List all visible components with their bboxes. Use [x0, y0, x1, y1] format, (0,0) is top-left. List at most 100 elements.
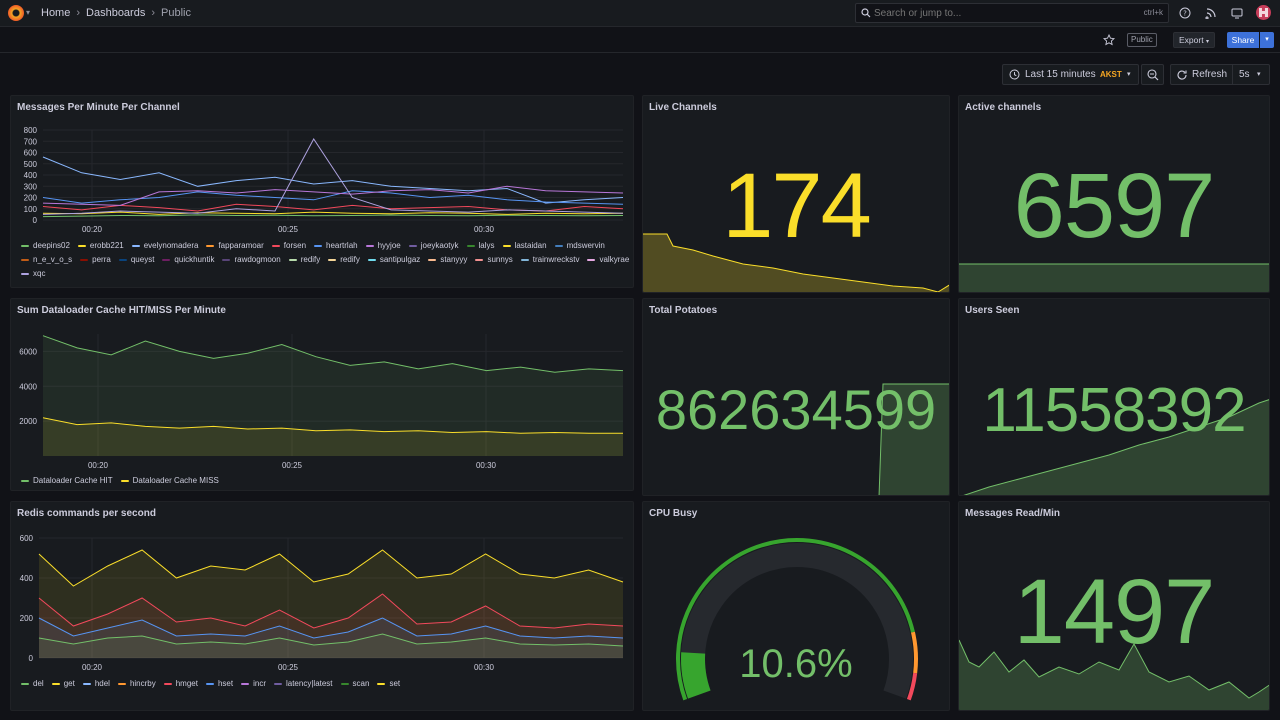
help-icon[interactable]: ?	[1179, 7, 1191, 19]
panel-title: Messages Read/Min	[965, 508, 1061, 519]
export-button[interactable]: Export ▾	[1173, 32, 1215, 48]
refresh-button[interactable]: Refresh	[1192, 69, 1228, 80]
legend-item[interactable]: joeykaotyk	[408, 241, 459, 250]
public-badge: Public	[1127, 33, 1157, 47]
y-tick-label: 200	[20, 614, 34, 623]
legend-swatch	[118, 258, 127, 261]
legend-swatch	[466, 244, 475, 247]
gauge-threshold-green	[676, 538, 915, 701]
panel-users-seen[interactable]: Users Seen 11558392	[958, 298, 1270, 496]
legend-item[interactable]: xqc	[21, 269, 45, 278]
x-tick-label: 00:20	[82, 663, 103, 672]
legend-label: valkyrae	[599, 255, 630, 264]
refresh-interval[interactable]: 5s	[1239, 69, 1250, 80]
legend-item[interactable]: heartrlah	[314, 241, 358, 250]
legend-item[interactable]: forsen	[271, 241, 307, 250]
chart-legend: Dataloader Cache HIT Dataloader Cache MIS…	[21, 476, 631, 485]
legend-item[interactable]: redify	[328, 255, 360, 264]
series-line	[38, 633, 624, 647]
x-tick-label: 00:30	[474, 663, 495, 672]
search-input[interactable]	[874, 6, 1114, 20]
legend-item[interactable]: stanyyy	[428, 255, 467, 264]
legend-item[interactable]: Dataloader Cache MISS	[120, 476, 219, 485]
legend-item[interactable]: quickhuntik	[162, 255, 214, 264]
panel-title: Live Channels	[649, 102, 717, 113]
legend-item[interactable]: hincrby	[117, 679, 156, 688]
legend-item[interactable]: santipulgaz	[367, 255, 420, 264]
panel-dataloader-cache[interactable]: Sum Dataloader Cache HIT/MISS Per Minute…	[10, 298, 634, 491]
legend-item[interactable]: queyst	[118, 255, 154, 264]
legend-item[interactable]: get	[51, 679, 75, 688]
user-avatar[interactable]	[1256, 5, 1271, 20]
legend-item[interactable]: lalys	[466, 241, 495, 250]
legend-item[interactable]: perra	[80, 255, 111, 264]
legend-swatch	[502, 244, 511, 247]
legend-label: stanyyy	[440, 255, 468, 264]
legend-item[interactable]: valkyrae	[587, 255, 629, 264]
search-icon	[861, 8, 871, 18]
legend-item[interactable]: del	[21, 679, 44, 688]
news-feed-icon[interactable]	[1205, 7, 1217, 19]
star-icon[interactable]	[1103, 34, 1115, 46]
panel-redis-commands[interactable]: Redis commands per second 0 200 400 600 00:2…	[10, 501, 634, 711]
legend-item[interactable]: hyyjoe	[365, 241, 401, 250]
legend-item[interactable]: hdel	[82, 679, 110, 688]
panel-messages-per-minute[interactable]: Messages Per Minute Per Channel 0 100 200 3…	[10, 95, 634, 288]
legend-swatch	[587, 258, 596, 261]
series-line	[42, 203, 624, 212]
legend-item[interactable]: deepins02	[21, 241, 70, 250]
breadcrumb-dashboards[interactable]: Dashboards	[86, 7, 146, 19]
series-line	[38, 549, 624, 587]
share-dropdown-button[interactable]: ▾	[1260, 32, 1274, 48]
gauge-threshold-red	[906, 672, 918, 701]
sparkline	[959, 639, 1269, 710]
legend-item[interactable]: Dataloader Cache HIT	[21, 476, 113, 485]
zoom-out-button[interactable]	[1141, 64, 1164, 85]
sparkline-area	[959, 640, 1269, 710]
tv-mode-icon[interactable]	[1231, 7, 1243, 19]
legend-item[interactable]: hmget	[163, 679, 198, 688]
legend-label: hincrby	[129, 679, 156, 688]
legend-swatch	[120, 479, 129, 482]
legend-label: rawdogmoon	[234, 255, 281, 264]
panel-active-channels[interactable]: Active channels 6597	[958, 95, 1270, 293]
legend-item[interactable]: evelynomadera	[131, 241, 198, 250]
panel-cpu-busy[interactable]: CPU Busy 10.6%	[642, 501, 950, 711]
legend-item[interactable]: fapparamoar	[206, 241, 264, 250]
x-tick-label: 00:20	[82, 225, 103, 234]
refresh-picker[interactable]: Refresh 5s ▾	[1170, 64, 1270, 85]
legend-item[interactable]: n_e_v_o_s	[21, 255, 72, 264]
legend-swatch	[271, 244, 280, 247]
legend-item[interactable]: sunnys	[475, 255, 513, 264]
legend-item[interactable]: erobb221	[77, 241, 124, 250]
legend-swatch	[288, 258, 297, 261]
legend-swatch	[340, 682, 349, 685]
legend-item[interactable]: set	[377, 679, 400, 688]
svg-text:?: ?	[1183, 10, 1187, 18]
chevron-down-icon: ▾	[1127, 71, 1131, 78]
legend-item[interactable]: hset	[205, 679, 233, 688]
legend-item[interactable]: rawdogmoon	[222, 255, 281, 264]
legend-item[interactable]: incr	[241, 679, 266, 688]
gauge-threshold-orange	[910, 631, 918, 674]
panel-messages-read[interactable]: Messages Read/Min 1497	[958, 501, 1270, 711]
legend-item[interactable]: redify	[288, 255, 320, 264]
panel-title: Active channels	[965, 102, 1042, 113]
breadcrumb-home[interactable]: Home	[41, 7, 71, 19]
legend-label: forsen	[283, 241, 307, 250]
legend-item[interactable]: latency|latest	[273, 679, 333, 688]
share-button[interactable]: Share	[1227, 32, 1259, 48]
legend-label: erobb221	[89, 241, 124, 250]
legend-item[interactable]: mdswervin	[554, 241, 605, 250]
legend-item[interactable]: trainwreckstv	[520, 255, 579, 264]
grafana-logo-icon[interactable]	[8, 5, 24, 21]
sparkline-line	[878, 383, 949, 495]
search-box[interactable]: ctrl+k	[855, 3, 1169, 23]
panel-live-channels[interactable]: Live Channels 174	[642, 95, 950, 293]
panel-total-potatoes[interactable]: Total Potatoes 862634599	[642, 298, 950, 496]
time-range-picker[interactable]: Last 15 minutes AKST ▾	[1002, 64, 1139, 85]
legend-item[interactable]: scan	[340, 679, 369, 688]
y-tick-label: 500	[24, 160, 38, 169]
chevron-down-icon[interactable]: ▾	[26, 8, 31, 17]
legend-item[interactable]: lastaidan	[502, 241, 547, 250]
